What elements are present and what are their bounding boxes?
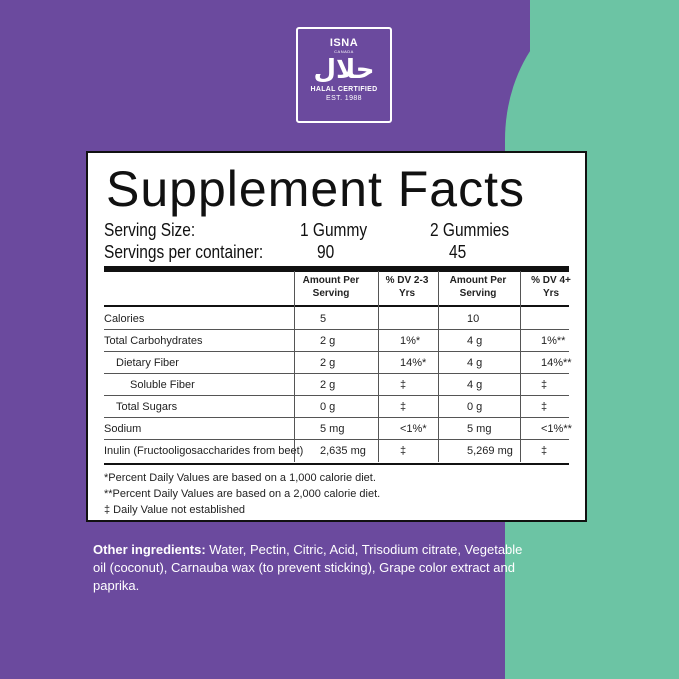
footer-divider [104,463,569,465]
badge-certified: HALAL CERTIFIED [310,86,378,93]
serving-size-label: Serving Size: [104,220,196,240]
row-divider [104,417,569,418]
dv-1-value: ‡ [400,401,407,413]
header-dv-1: % DV 2-3 Yrs [385,275,429,299]
thick-divider [104,266,569,272]
nutrient-row: Total Carbohydrates 2 g 1%* 4 g 1%** [104,330,569,352]
halal-certified-badge: ISNA CANADA حلال HALAL CERTIFIED EST. 19… [296,27,392,123]
supplement-facts-panel: Supplement Facts Serving Size: 1 Gummy 2… [86,151,587,522]
footnote-1: *Percent Daily Values are based on a 1,0… [104,472,376,484]
column-divider [294,271,295,462]
other-ingredients: Other ingredients: Water, Pectin, Citric… [93,541,533,595]
amount-1-value: 2 g [320,379,336,391]
amount-1-value: 5 [320,313,327,325]
dv-2-value: ‡ [541,379,548,391]
header-amount-1: Amount Per Serving [302,275,360,299]
row-divider [104,439,569,440]
nutrient-name: Soluble Fiber [130,379,195,391]
nutrient-name: Inulin (Fructooligosaccharides from beet… [104,445,304,457]
nutrient-row: Soluble Fiber 2 g ‡ 4 g ‡ [104,374,569,396]
column-divider [520,271,521,462]
facts-title: Supplement Facts [106,161,525,217]
header-divider [104,305,569,307]
serving-size-1: 1 Gummy [300,220,368,240]
badge-arabic-text: حلال [313,55,375,85]
amount-2-value: 5,269 mg [467,445,513,457]
header-amount-2: Amount Per Serving [449,275,507,299]
amount-2-value: 4 g [467,379,483,391]
dv-2-value: 1%** [541,335,566,347]
row-divider [104,395,569,396]
dv-2-value: <1%** [541,423,572,435]
nutrient-row: Total Sugars 0 g ‡ 0 g ‡ [104,396,569,418]
dv-2-value: ‡ [541,401,548,413]
nutrient-row: Calories 5 10 [104,308,569,330]
column-divider [378,271,379,462]
dv-1-value: <1%* [400,423,427,435]
amount-1-value: 0 g [320,401,336,413]
other-ingredients-text: Water, Pectin, Citric, Acid, Trisodium c… [93,542,523,593]
row-divider [104,373,569,374]
amount-2-value: 10 [467,313,480,325]
nutrient-row: Sodium 5 mg <1%* 5 mg <1%** [104,418,572,440]
dv-1-value: 14%* [400,357,427,369]
amount-1-value: 5 mg [320,423,345,435]
dv-2-value: ‡ [541,445,548,457]
badge-brand: ISNA [329,37,359,49]
footnote-2: **Percent Daily Values are based on a 2,… [104,488,381,500]
nutrient-row: Inulin (Fructooligosaccharides from beet… [104,440,569,462]
servings-2: 45 [449,242,467,262]
footnote-3: ‡ Daily Value not established [104,504,246,516]
badge-country: CANADA [334,49,354,54]
badge-established: EST. 1988 [326,95,362,102]
dv-1-value: ‡ [400,379,407,391]
dv-2-value: 14%** [541,357,572,369]
nutrient-name: Total Carbohydrates [104,335,203,347]
nutrient-name: Sodium [104,423,142,435]
amount-1-value: 2 g [320,357,336,369]
amount-2-value: 4 g [467,357,483,369]
amount-1-value: 2,635 mg [320,445,366,457]
dv-1-value: ‡ [400,445,407,457]
amount-1-value: 2 g [320,335,336,347]
other-ingredients-label: Other ingredients: [93,542,206,557]
serving-size-2: 2 Gummies [430,220,510,240]
amount-2-value: 5 mg [467,423,492,435]
nutrient-name: Dietary Fiber [116,357,179,369]
header-dv-2: % DV 4+ Yrs [531,275,571,299]
amount-2-value: 4 g [467,335,483,347]
row-divider [104,329,569,330]
nutrient-row: Dietary Fiber 2 g 14%* 4 g 14%** [104,352,572,374]
amount-2-value: 0 g [467,401,483,413]
column-divider [438,271,439,462]
nutrient-name: Total Sugars [116,401,178,413]
dv-1-value: 1%* [400,335,421,347]
row-divider [104,351,569,352]
nutrient-name: Calories [104,313,145,325]
servings-label: Servings per container: [104,242,264,262]
servings-1: 90 [317,242,335,262]
